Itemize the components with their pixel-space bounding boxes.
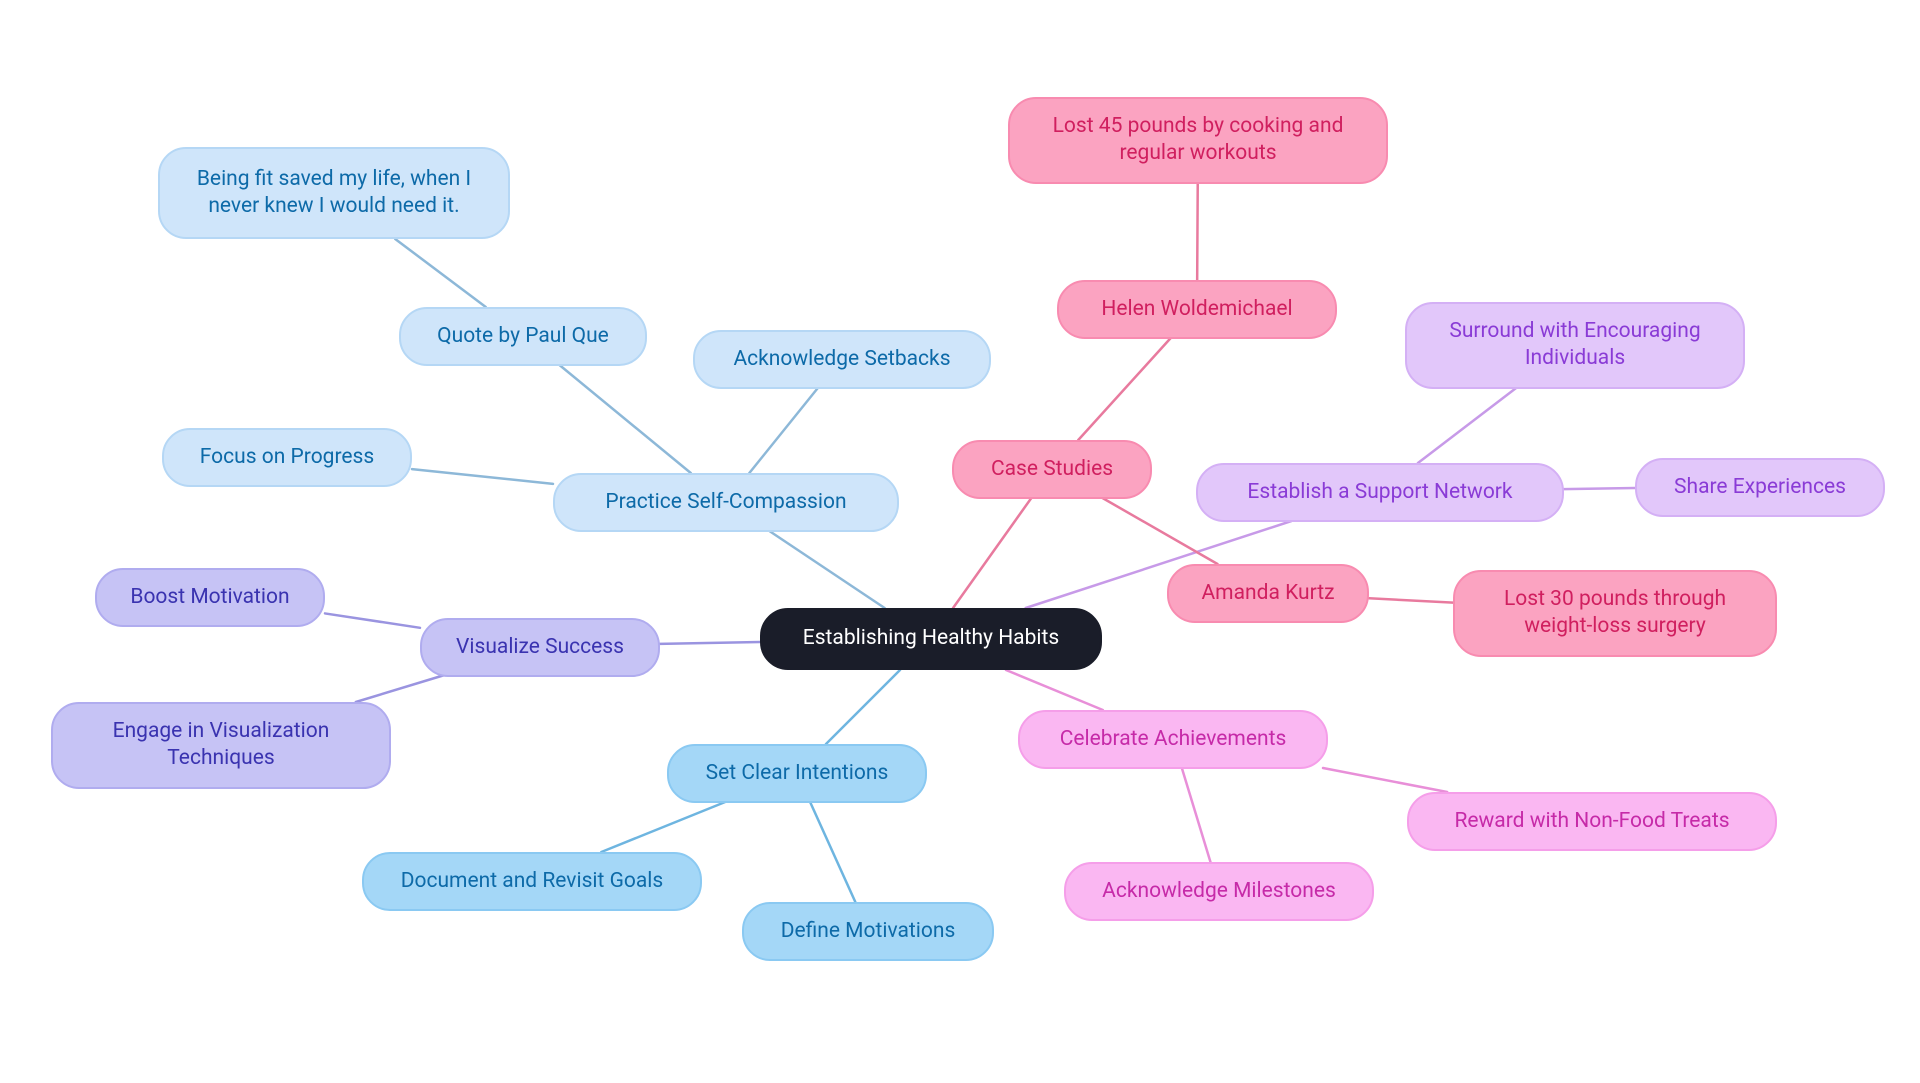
- edge-set_intent-def_motiv: [810, 802, 855, 902]
- node-set_intent: Set Clear Intentions: [667, 744, 927, 803]
- node-quote_txt: Being fit saved my life, when I never kn…: [158, 147, 510, 239]
- node-case: Case Studies: [952, 440, 1152, 499]
- node-engage_viz: Engage in Visualization Techniques: [51, 702, 391, 789]
- edge-support-share_exp: [1564, 488, 1635, 489]
- edge-quote_by-quote_txt: [395, 239, 486, 307]
- edge-helen-helen_det: [1197, 179, 1198, 280]
- edge-support-surround: [1418, 384, 1521, 463]
- edge-center-celebrate: [1006, 670, 1103, 710]
- edge-center-visualize: [660, 642, 760, 644]
- edge-set_intent-doc_goals: [601, 802, 725, 852]
- edge-selfcomp-focus_prog: [412, 469, 553, 484]
- node-ack_mile: Acknowledge Milestones: [1064, 862, 1374, 921]
- edge-case-helen: [1078, 338, 1170, 440]
- edge-celebrate-reward: [1323, 768, 1447, 792]
- node-reward: Reward with Non-Food Treats: [1407, 792, 1777, 851]
- node-boost: Boost Motivation: [95, 568, 325, 627]
- node-helen: Helen Woldemichael: [1057, 280, 1337, 339]
- node-def_motiv: Define Motivations: [742, 902, 994, 961]
- edge-center-set_intent: [826, 670, 900, 744]
- edge-selfcomp-ack_set: [749, 386, 819, 473]
- node-center: Establishing Healthy Habits: [760, 608, 1102, 670]
- node-visualize: Visualize Success: [420, 618, 660, 677]
- mindmap-canvas: Establishing Healthy Habits Practice Self…: [0, 0, 1920, 1083]
- node-share_exp: Share Experiences: [1635, 458, 1885, 517]
- edge-amanda-amanda_det: [1369, 598, 1453, 602]
- edge-celebrate-ack_mile: [1182, 768, 1211, 862]
- edge-visualize-engage_viz: [356, 674, 448, 702]
- node-selfcomp: Practice Self-Compassion: [553, 473, 899, 532]
- node-amanda: Amanda Kurtz: [1167, 564, 1369, 623]
- node-doc_goals: Document and Revisit Goals: [362, 852, 702, 911]
- node-quote_by: Quote by Paul Que: [399, 307, 647, 366]
- edge-selfcomp-quote_by: [557, 363, 691, 473]
- node-celebrate: Celebrate Achievements: [1018, 710, 1328, 769]
- edge-visualize-boost: [325, 613, 420, 627]
- edge-center-case: [953, 498, 1031, 608]
- edge-center-selfcomp: [769, 531, 884, 608]
- node-amanda_det: Lost 30 pounds through weight-loss surge…: [1453, 570, 1777, 657]
- node-helen_det: Lost 45 pounds by cooking and regular wo…: [1008, 97, 1388, 184]
- node-support: Establish a Support Network: [1196, 463, 1564, 522]
- node-ack_set: Acknowledge Setbacks: [693, 330, 991, 389]
- node-focus_prog: Focus on Progress: [162, 428, 412, 487]
- node-surround: Surround with Encouraging Individuals: [1405, 302, 1745, 389]
